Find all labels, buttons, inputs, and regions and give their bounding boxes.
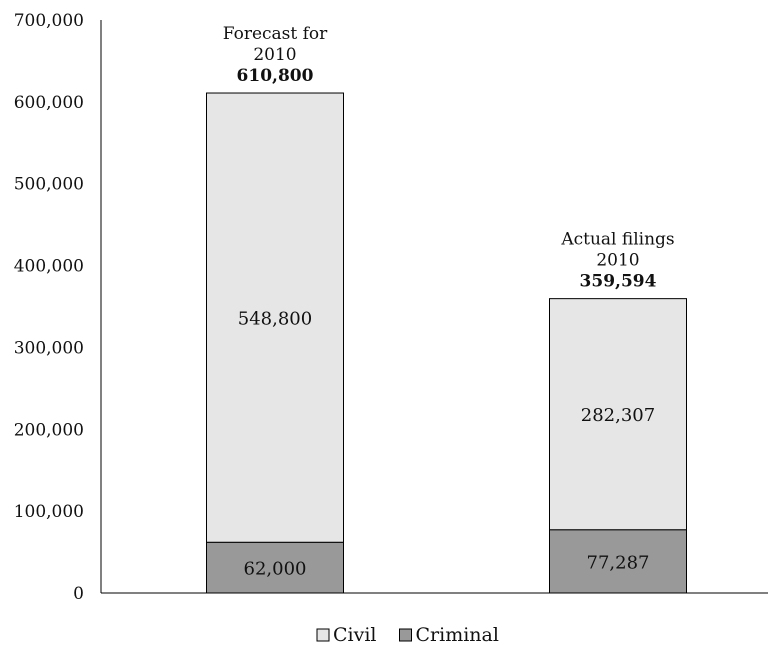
bar-segment-civil	[206, 92, 344, 543]
y-tick-label: 500,000	[14, 175, 84, 195]
bar-category-label: 2010	[596, 251, 639, 271]
y-tick-label: 700,000	[14, 11, 84, 31]
y-tick-label: 200,000	[14, 420, 84, 440]
y-tick-label: 100,000	[14, 502, 84, 522]
y-tick-label: 0	[73, 584, 84, 604]
legend-swatch	[399, 628, 412, 642]
data-label: 548,800	[238, 309, 312, 330]
bar-category-label: Actual filings	[560, 230, 674, 250]
data-label: 282,307	[581, 405, 655, 426]
y-axis: 0 100,000 200,000 300,000 400,000 500,000 600,…	[14, 11, 102, 604]
legend: Civil Criminal	[316, 624, 499, 646]
bar-category-label: Forecast for	[223, 24, 328, 44]
y-tick-label: 400,000	[14, 257, 84, 277]
legend-label: Civil	[333, 624, 377, 646]
bar-total-label: 359,594	[580, 272, 657, 292]
bar-total-label: 610,800	[237, 66, 314, 86]
data-label: 77,287	[587, 552, 650, 573]
legend-swatch	[316, 628, 330, 642]
legend-label: Criminal	[416, 624, 499, 646]
bar-category-label: 2010	[253, 45, 296, 65]
bar-segment-civil	[549, 298, 687, 531]
y-tick-label: 600,000	[14, 93, 84, 113]
y-tick-label: 300,000	[14, 338, 84, 358]
data-label: 62,000	[244, 559, 307, 580]
